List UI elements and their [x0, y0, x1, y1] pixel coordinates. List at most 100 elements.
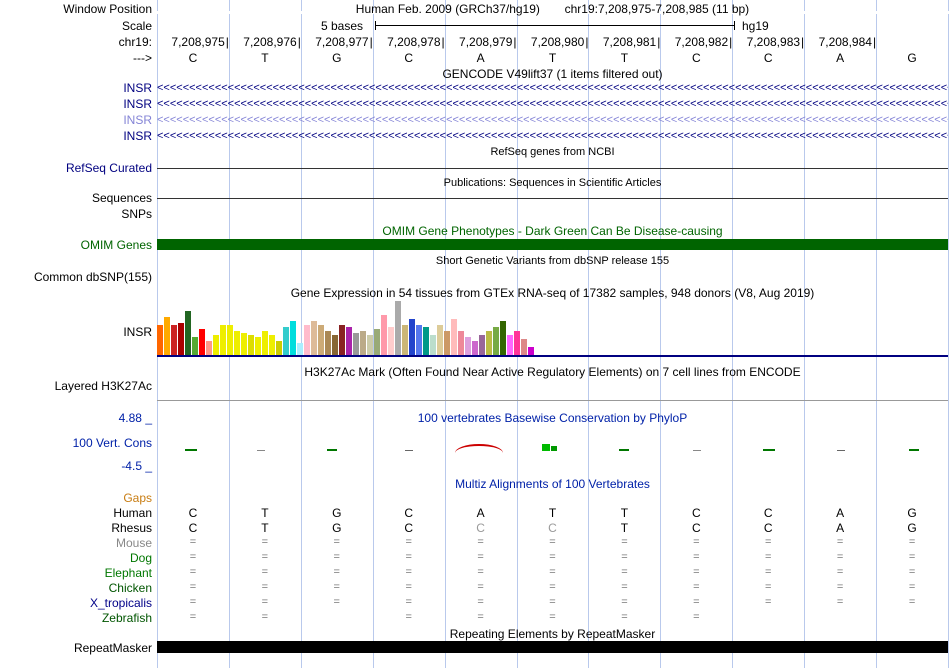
gtex-tissue-bar[interactable]: [493, 327, 499, 355]
gtex-tissue-bar[interactable]: [472, 341, 478, 355]
gtex-tissue-bar[interactable]: [255, 337, 261, 355]
gtex-tissue-bar[interactable]: [458, 331, 464, 355]
gencode-gene-row[interactable]: INSR <<<<<<<<<<<<<<<<<<<<<<<<<<<<<<<<<<<<…: [0, 113, 950, 129]
gene-label[interactable]: INSR: [123, 81, 152, 95]
gtex-tissue-bar[interactable]: [416, 325, 422, 355]
publications-title[interactable]: Publications: Sequences in Scientific Ar…: [443, 177, 662, 189]
gtex-tissue-bar[interactable]: [360, 331, 366, 355]
gtex-tissue-bar[interactable]: [339, 325, 345, 355]
gtex-tissue-bar[interactable]: [430, 335, 436, 355]
dbsnp-title[interactable]: Short Genetic Variants from dbSNP releas…: [435, 255, 670, 267]
gtex-tissue-bar[interactable]: [479, 335, 485, 355]
dbsnp-label[interactable]: Common dbSNP(155): [33, 270, 152, 284]
gtex-tissue-bar[interactable]: [381, 315, 387, 355]
gencode-gene-row[interactable]: INSR <<<<<<<<<<<<<<<<<<<<<<<<<<<<<<<<<<<<…: [0, 81, 950, 97]
gtex-tissue-bar[interactable]: [514, 331, 520, 355]
gtex-tissue-bar[interactable]: [297, 343, 303, 355]
multiz-row-chicken[interactable]: Chicken = = = = = = = = = = =: [0, 581, 950, 596]
gtex-tissue-bar[interactable]: [444, 331, 450, 355]
refseq-track-line[interactable]: [157, 168, 948, 169]
gtex-tissue-bar[interactable]: [234, 331, 240, 355]
omim-title[interactable]: OMIM Gene Phenotypes - Dark Green Can Be…: [382, 224, 723, 238]
gtex-tissue-bar[interactable]: [213, 335, 219, 355]
gtex-tissue-bar[interactable]: [332, 335, 338, 355]
omim-track-bar[interactable]: [157, 239, 948, 250]
gtex-title[interactable]: Gene Expression in 54 tissues from GTEx …: [290, 286, 815, 300]
sequences-track-line[interactable]: [157, 198, 948, 199]
species-label[interactable]: Mouse: [115, 536, 152, 550]
gtex-tissue-bar[interactable]: [528, 347, 534, 355]
repeatmasker-label[interactable]: RepeatMasker: [73, 641, 152, 655]
omim-label[interactable]: OMIM Genes: [80, 238, 152, 252]
gtex-tissue-bar[interactable]: [192, 337, 198, 355]
gtex-tissue-bar[interactable]: [367, 335, 373, 355]
species-label[interactable]: Elephant: [104, 566, 152, 580]
phylop-title[interactable]: 100 vertebrates Basewise Conservation by…: [417, 411, 688, 425]
species-label[interactable]: X_tropicalis: [89, 596, 152, 610]
repeatmasker-title[interactable]: Repeating Elements by RepeatMasker: [449, 627, 656, 641]
repeatmasker-track-bar[interactable]: [157, 641, 948, 653]
gtex-tissue-bar[interactable]: [353, 333, 359, 355]
gencode-gene-row[interactable]: INSR <<<<<<<<<<<<<<<<<<<<<<<<<<<<<<<<<<<<…: [0, 97, 950, 113]
gtex-tissue-bar[interactable]: [241, 333, 247, 355]
gtex-tissue-bar[interactable]: [164, 317, 170, 355]
gtex-tissue-bar[interactable]: [304, 325, 310, 355]
gene-intron-arrows[interactable]: <<<<<<<<<<<<<<<<<<<<<<<<<<<<<<<<<<<<<<<<…: [157, 130, 948, 142]
gtex-tissue-bar[interactable]: [409, 319, 415, 355]
gtex-tissue-bar[interactable]: [402, 325, 408, 355]
gtex-tissue-bar[interactable]: [206, 341, 212, 355]
gtex-tissue-bar[interactable]: [437, 325, 443, 355]
species-label[interactable]: Chicken: [108, 581, 152, 595]
gencode-title[interactable]: GENCODE V49lift37 (1 items filtered out): [442, 67, 663, 81]
multiz-title[interactable]: Multiz Alignments of 100 Vertebrates: [455, 477, 650, 491]
gtex-tissue-bar[interactable]: [262, 331, 268, 355]
refseq-title[interactable]: RefSeq genes from NCBI: [490, 146, 615, 158]
gtex-gene-label[interactable]: INSR: [123, 325, 152, 339]
multiz-row-x_tropicalis[interactable]: X_tropicalis = = = = = = = = = = =: [0, 596, 950, 611]
gtex-tissue-bar[interactable]: [388, 327, 394, 355]
h3k27ac-title[interactable]: H3K27Ac Mark (Often Found Near Active Re…: [304, 365, 801, 379]
gtex-tissue-bar[interactable]: [486, 331, 492, 355]
gtex-tissue-bar[interactable]: [220, 325, 226, 355]
gtex-tissue-bar[interactable]: [171, 325, 177, 355]
gtex-tissue-bar[interactable]: [283, 327, 289, 355]
gene-label[interactable]: INSR: [123, 129, 152, 143]
multiz-row-mouse[interactable]: Mouse = = = = = = = = = = =: [0, 536, 950, 551]
multiz-row-dog[interactable]: Dog = = = = = = = = = = =: [0, 551, 950, 566]
multiz-row-elephant[interactable]: Elephant = = = = = = = = = = =: [0, 566, 950, 581]
gtex-tissue-bar[interactable]: [374, 329, 380, 355]
species-label[interactable]: Human: [113, 506, 152, 520]
gtex-tissue-bar[interactable]: [395, 301, 401, 355]
gtex-tissue-bar[interactable]: [521, 339, 527, 355]
gtex-tissue-bar[interactable]: [500, 321, 506, 355]
gtex-tissue-bar[interactable]: [269, 335, 275, 355]
gtex-tissue-bar[interactable]: [451, 319, 457, 355]
species-label[interactable]: Zebrafish: [101, 611, 152, 625]
gtex-tissue-bar[interactable]: [346, 327, 352, 355]
sequences-label[interactable]: Sequences: [91, 191, 152, 205]
multiz-row-zebrafish[interactable]: Zebrafish = = = = = = =: [0, 611, 950, 626]
gtex-tissue-bar[interactable]: [178, 323, 184, 355]
snps-label[interactable]: SNPs: [121, 207, 152, 221]
multiz-row-rhesus[interactable]: Rhesus C T G C C C T C C A G: [0, 521, 950, 536]
gtex-tissue-bar[interactable]: [311, 321, 317, 355]
gene-intron-arrows[interactable]: <<<<<<<<<<<<<<<<<<<<<<<<<<<<<<<<<<<<<<<<…: [157, 98, 948, 110]
multiz-row-human[interactable]: Human C T G C A T T C C A G: [0, 506, 950, 521]
species-label[interactable]: Rhesus: [111, 521, 152, 535]
refseq-curated-label[interactable]: RefSeq Curated: [65, 161, 152, 175]
h3k27ac-label[interactable]: Layered H3K27Ac: [54, 379, 152, 393]
gtex-tissue-bar[interactable]: [325, 331, 331, 355]
phylop-track-label[interactable]: 100 Vert. Cons: [72, 436, 152, 450]
multiz-row-gaps[interactable]: Gaps: [0, 491, 950, 506]
species-label[interactable]: Gaps: [123, 491, 152, 505]
gtex-tissue-bar[interactable]: [157, 325, 163, 355]
gtex-tissue-bar[interactable]: [290, 321, 296, 355]
gencode-gene-row[interactable]: INSR <<<<<<<<<<<<<<<<<<<<<<<<<<<<<<<<<<<<…: [0, 129, 950, 145]
species-label[interactable]: Dog: [129, 551, 152, 565]
gtex-tissue-bar[interactable]: [227, 325, 233, 355]
gtex-tissue-bar[interactable]: [465, 337, 471, 355]
gtex-tissue-bar[interactable]: [199, 329, 205, 355]
gtex-tissue-bar[interactable]: [318, 325, 324, 355]
gtex-tissue-bar[interactable]: [276, 341, 282, 355]
gtex-tissue-bar[interactable]: [507, 335, 513, 355]
